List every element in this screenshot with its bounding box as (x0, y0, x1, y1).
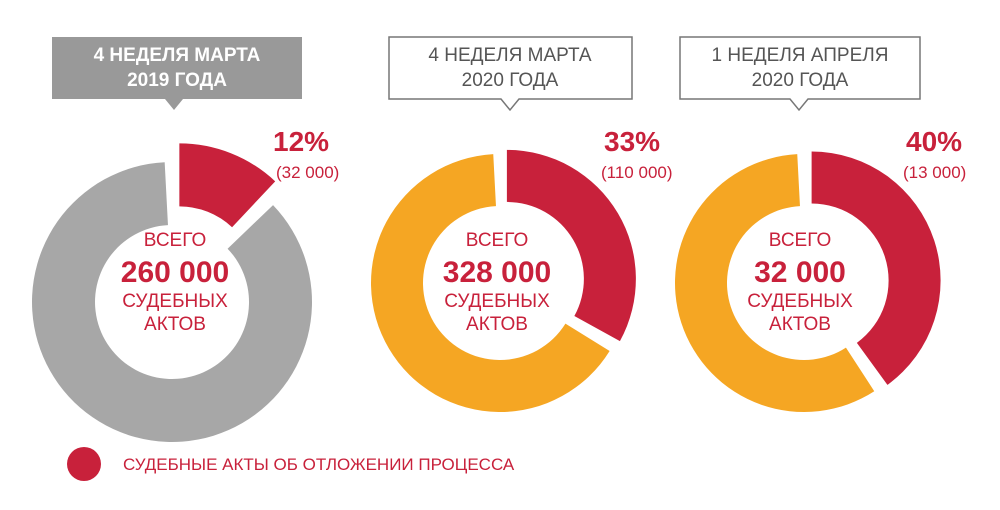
chart-2-center-total-label: ВСЕГО (466, 230, 528, 251)
chart-1-header-line-1: 4 НЕДЕЛЯ МАРТА (94, 45, 261, 66)
chart-2-count-label: (110 000) (601, 163, 673, 182)
chart-3-percent-label: 40% (906, 126, 962, 157)
chart-3-center-total-label: ВСЕГО (769, 230, 831, 251)
chart-1-header: 4 НЕДЕЛЯ МАРТА 2019 ГОДА (52, 37, 302, 110)
chart-1-center-total-value: 260 000 (121, 256, 229, 289)
chart-2-header-line-2: 2020 ГОДА (462, 70, 559, 91)
chart-3-header: 1 НЕДЕЛЯ АПРЕЛЯ 2020 ГОДА (679, 36, 921, 112)
chart-3-count-label: (13 000) (903, 163, 966, 182)
chart-1-percent-label: 12% (273, 126, 329, 157)
chart-2-center-unit-line-2: АКТОВ (466, 314, 528, 335)
chart-1-slice-other (32, 162, 313, 442)
chart-1-slice-highlight (179, 143, 276, 228)
chart-3-header-line-1: 1 НЕДЕЛЯ АПРЕЛЯ (712, 45, 889, 66)
legend-label: СУДЕБНЫЕ АКТЫ ОБ ОТЛОЖЕНИИ ПРОЦЕССА (123, 455, 515, 474)
chart-1-center-total-label: ВСЕГО (144, 230, 206, 251)
chart-2-slice-other (371, 154, 610, 413)
chart-3-center-total-value: 32 000 (754, 256, 846, 289)
chart-2-center-total-value: 328 000 (443, 256, 551, 289)
chart-2-header-line-1: 4 НЕДЕЛЯ МАРТА (428, 45, 592, 66)
chart-2-header: 4 НЕДЕЛЯ МАРТА 2020 ГОДА (388, 36, 633, 112)
chart-3-slice-highlight (811, 151, 941, 385)
chart-3: 1 НЕДЕЛЯ АПРЕЛЯ 2020 ГОДА 40% (13 000) В… (674, 36, 966, 413)
legend-marker (67, 447, 101, 481)
chart-1-header-box (52, 37, 302, 110)
chart-3-slice-other (674, 154, 875, 413)
legend: СУДЕБНЫЕ АКТЫ ОБ ОТЛОЖЕНИИ ПРОЦЕССА (67, 447, 515, 481)
chart-3-header-line-2: 2020 ГОДА (752, 70, 849, 91)
chart-1: 4 НЕДЕЛЯ МАРТА 2019 ГОДА 12% (32 000) ВС… (32, 37, 339, 442)
chart-3-center-unit-line-2: АКТОВ (769, 314, 831, 335)
chart-1-center-unit-line-2: АКТОВ (144, 314, 206, 335)
chart-2: 4 НЕДЕЛЯ МАРТА 2020 ГОДА 33% (110 000) В… (371, 36, 673, 413)
chart-2-percent-label: 33% (604, 126, 660, 157)
chart-2-center-unit-line-1: СУДЕБНЫХ (444, 291, 550, 312)
chart-1-count-label: (32 000) (276, 163, 339, 182)
chart-2-slice-highlight (506, 149, 636, 342)
chart-1-center-unit-line-1: СУДЕБНЫХ (122, 291, 228, 312)
chart-3-center-unit-line-1: СУДЕБНЫХ (747, 291, 853, 312)
chart-3-header-box (679, 36, 921, 112)
chart-1-header-line-2: 2019 ГОДА (127, 70, 227, 91)
chart-2-header-box (388, 36, 633, 112)
